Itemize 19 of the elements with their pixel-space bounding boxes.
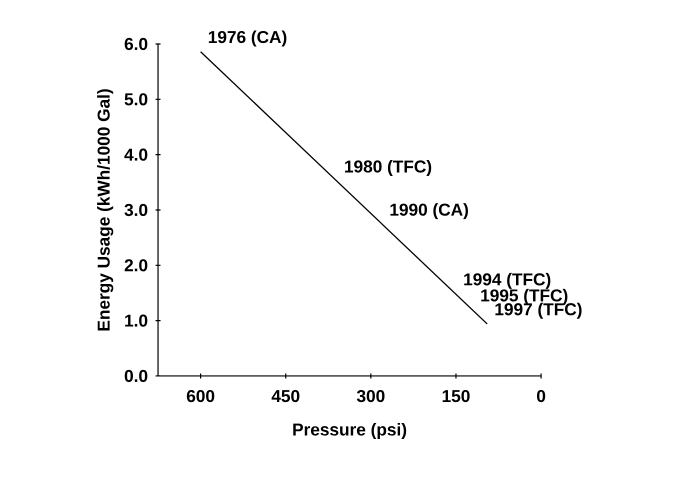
y-tick-label: 2.0 — [124, 259, 148, 272]
y-tick-label: 5.0 — [124, 93, 148, 106]
x-axis-title: Pressure (psi) — [293, 423, 406, 440]
y-tick-label: 6.0 — [124, 38, 148, 50]
y-axis-title: Energy Usage (kWh/1000 Gal) — [97, 89, 114, 331]
x-tick-label: 600 — [186, 390, 214, 402]
x-tick-label: 150 — [442, 390, 470, 402]
annotation: 1976 (CA) — [208, 30, 286, 47]
y-tick-label: 1.0 — [125, 314, 148, 327]
x-tick-label: 0 — [536, 390, 546, 402]
annotation: 1994 (TFC) — [464, 272, 550, 289]
annotation: 1997 (TFC) — [495, 302, 582, 319]
annotation: 1990 (CA) — [390, 203, 468, 220]
y-tick-label: 4.0 — [124, 148, 148, 161]
y-tick-label: 3.0 — [124, 204, 148, 216]
x-tick-label: 450 — [272, 390, 300, 402]
x-tick-label: 300 — [356, 390, 385, 402]
y-tick-label: 0.0 — [124, 370, 148, 382]
annotation: 1980 (TFC) — [345, 160, 432, 176]
